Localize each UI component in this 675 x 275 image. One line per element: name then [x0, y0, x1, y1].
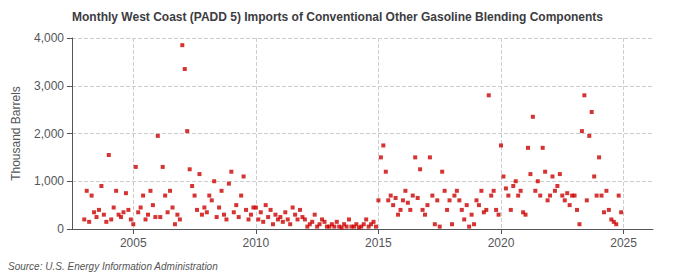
- svg-text:2005: 2005: [120, 236, 147, 250]
- svg-text:2025: 2025: [610, 236, 637, 250]
- svg-text:Monthly West Coast (PADD 5) Im: Monthly West Coast (PADD 5) Imports of C…: [72, 10, 603, 24]
- svg-text:0: 0: [57, 222, 64, 236]
- svg-text:Thousand Barrels: Thousand Barrels: [9, 86, 23, 181]
- svg-text:2010: 2010: [243, 236, 270, 250]
- svg-text:2,000: 2,000: [34, 127, 64, 141]
- svg-text:3,000: 3,000: [34, 79, 64, 93]
- svg-text:Source: U.S. Energy Informatio: Source: U.S. Energy Information Administ…: [8, 261, 218, 272]
- svg-text:1,000: 1,000: [34, 174, 64, 188]
- svg-text:2015: 2015: [365, 236, 392, 250]
- svg-text:4,000: 4,000: [34, 31, 64, 45]
- svg-text:2020: 2020: [488, 236, 515, 250]
